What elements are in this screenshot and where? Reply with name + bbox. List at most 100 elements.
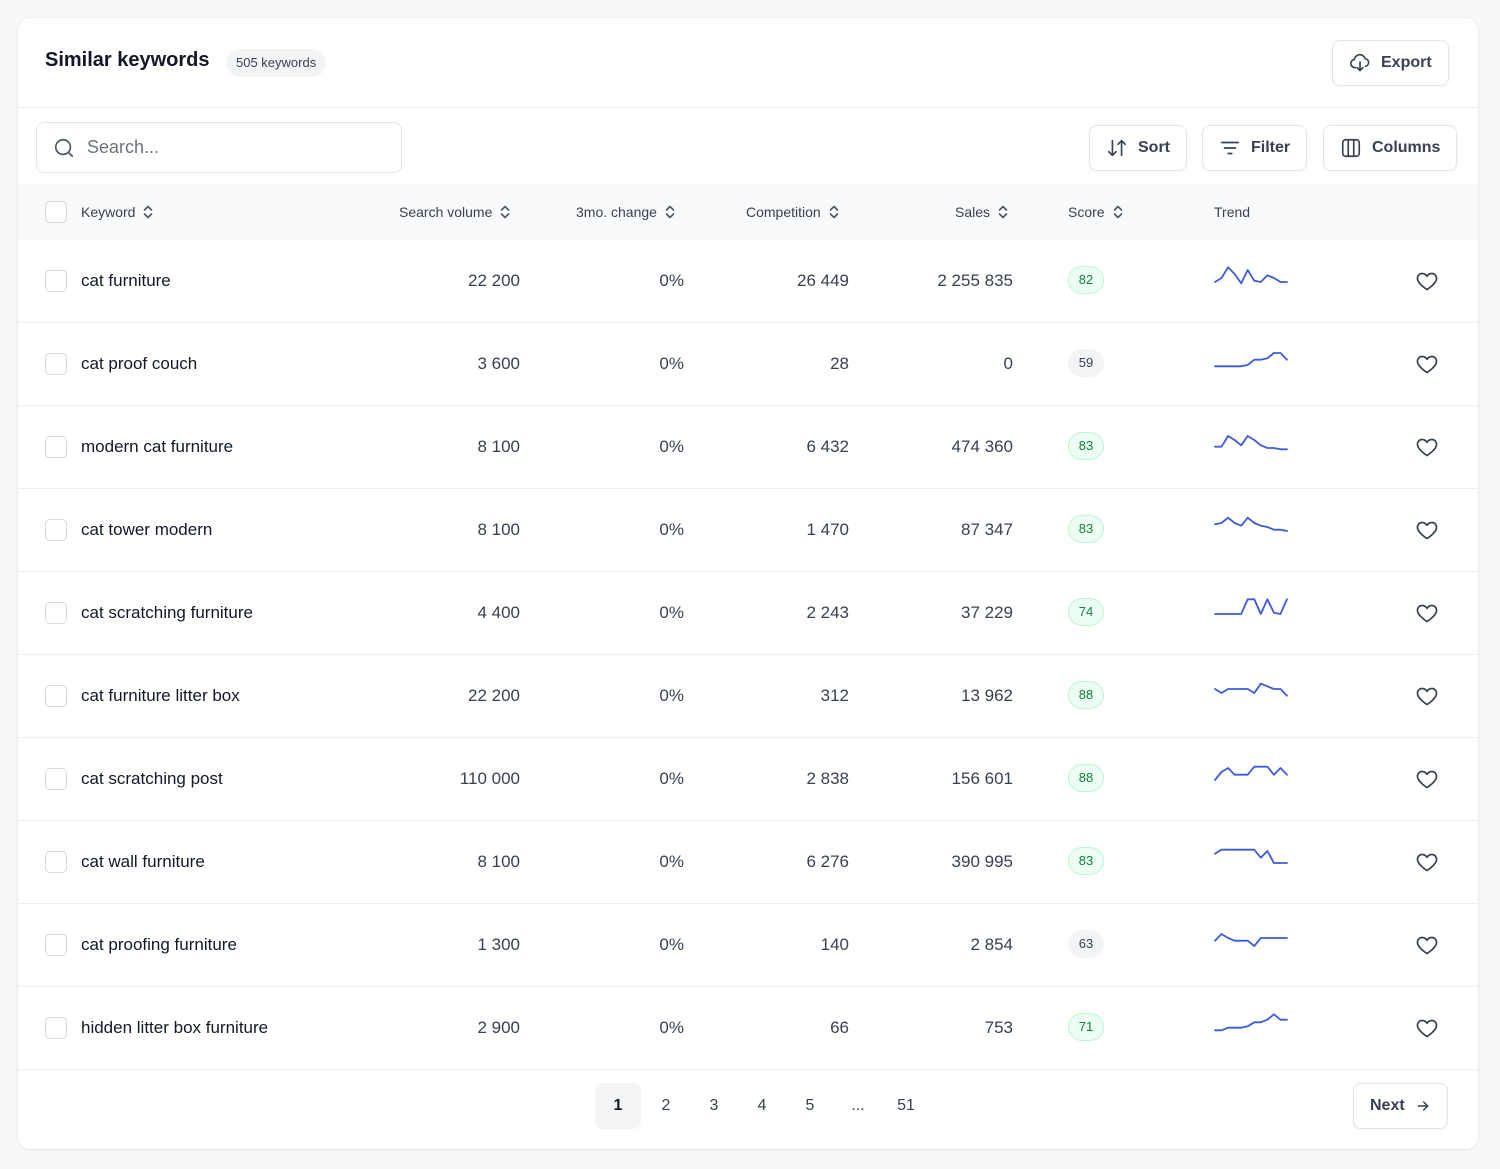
keyword-cell: cat proof couch — [81, 354, 198, 373]
column-header-competition[interactable]: Competition — [746, 184, 841, 240]
row-checkbox[interactable] — [45, 1017, 67, 1039]
table-row[interactable]: cat furniture 22 200 0% 26 449 2 255 835 82 — [18, 240, 1478, 323]
row-checkbox[interactable] — [45, 436, 67, 458]
sort-label: Sort — [1138, 139, 1170, 156]
trend-sparkline — [1214, 516, 1288, 532]
change-cell: 0% — [659, 520, 684, 539]
table-row[interactable]: cat proof couch 3 600 0% 28 0 59 — [18, 323, 1478, 406]
column-header-3mo-change[interactable]: 3mo. change — [576, 184, 677, 240]
trend-line — [1214, 352, 1288, 368]
score-badge: 83 — [1068, 515, 1104, 543]
trend-sparkline — [1214, 1013, 1288, 1032]
sales-cell: 2 255 835 — [937, 271, 1013, 290]
search-icon — [54, 138, 74, 157]
change-cell: 0% — [659, 437, 684, 456]
row-checkbox[interactable] — [45, 768, 67, 790]
search-volume-cell: 22 200 — [468, 271, 520, 290]
table-row[interactable]: cat wall furniture 8 100 0% 6 276 390 995 83 — [18, 821, 1478, 904]
search-input[interactable] — [87, 137, 377, 158]
favorite-heart-icon[interactable] — [1415, 601, 1439, 625]
page-button-4[interactable]: 4 — [757, 1097, 767, 1114]
cloud-download-icon — [1350, 53, 1370, 72]
column-label-3mo-change: 3mo. change — [576, 204, 657, 220]
score-badge: 82 — [1068, 266, 1104, 294]
search-input-wrapper[interactable] — [36, 122, 402, 173]
column-header-sales[interactable]: Sales — [955, 184, 1010, 240]
favorite-heart-icon[interactable] — [1415, 352, 1439, 376]
column-label-competition: Competition — [746, 204, 821, 220]
page-title: Similar keywords — [45, 49, 210, 71]
row-checkbox[interactable] — [45, 353, 67, 375]
change-cell: 0% — [659, 852, 684, 871]
page-button-1[interactable]: 1 — [595, 1083, 641, 1129]
table-row[interactable]: modern cat furniture 8 100 0% 6 432 474 360 8… — [18, 406, 1478, 489]
favorite-heart-icon[interactable] — [1415, 684, 1439, 708]
row-checkbox[interactable] — [45, 934, 67, 956]
favorite-heart-icon[interactable] — [1415, 435, 1439, 459]
page-button-3[interactable]: 3 — [709, 1097, 719, 1114]
page-button-5[interactable]: 5 — [805, 1097, 815, 1114]
row-checkbox[interactable] — [45, 685, 67, 707]
trend-sparkline — [1214, 933, 1288, 947]
change-cell: 0% — [659, 935, 684, 954]
row-checkbox[interactable] — [45, 519, 67, 541]
keyword-cell: cat wall furniture — [81, 852, 205, 871]
sort-chevrons-icon — [144, 205, 153, 219]
row-checkbox[interactable] — [45, 270, 67, 292]
filter-button[interactable]: Filter — [1202, 125, 1308, 171]
sales-cell: 0 — [1003, 354, 1013, 373]
keyword-cell: cat scratching post — [81, 769, 223, 788]
competition-cell: 6 276 — [806, 852, 849, 871]
favorite-heart-icon[interactable] — [1415, 933, 1439, 957]
columns-button[interactable]: Columns — [1323, 125, 1458, 171]
change-cell: 0% — [659, 686, 684, 705]
trend-sparkline — [1214, 848, 1288, 864]
trend-sparkline — [1214, 682, 1288, 697]
pagination-ellipsis: ... — [851, 1097, 865, 1114]
search-volume-cell: 4 400 — [477, 603, 520, 622]
table-row[interactable]: cat scratching furniture 4 400 0% 2 243 37 2… — [18, 572, 1478, 655]
score-badge: 83 — [1068, 432, 1104, 460]
search-volume-cell: 8 100 — [477, 520, 520, 539]
keyword-cell: cat furniture — [81, 271, 171, 290]
column-header-search-volume[interactable]: Search volume — [399, 184, 512, 240]
page-button-51[interactable]: 51 — [897, 1097, 915, 1114]
page-button-2[interactable]: 2 — [661, 1097, 671, 1114]
sales-cell: 390 995 — [951, 852, 1013, 871]
sort-chevrons-icon — [829, 205, 839, 219]
next-page-button[interactable]: Next — [1353, 1083, 1448, 1129]
favorite-heart-icon[interactable] — [1415, 1016, 1439, 1040]
column-header-keyword[interactable]: Keyword — [81, 184, 155, 240]
competition-cell: 28 — [830, 354, 849, 373]
favorite-heart-icon[interactable] — [1415, 850, 1439, 874]
favorite-heart-icon[interactable] — [1415, 767, 1439, 791]
table-row[interactable]: hidden litter box furniture 2 900 0% 66 753 7… — [18, 987, 1478, 1070]
row-checkbox[interactable] — [45, 851, 67, 873]
table-row[interactable]: cat scratching post 110 000 0% 2 838 156 601… — [18, 738, 1478, 821]
table-row[interactable]: cat proofing furniture 1 300 0% 140 2 854 63 — [18, 904, 1478, 987]
select-all-checkbox[interactable] — [45, 201, 67, 223]
row-checkbox[interactable] — [45, 602, 67, 624]
column-header-score[interactable]: Score — [1068, 184, 1125, 240]
score-badge: 59 — [1068, 349, 1104, 377]
keyword-cell: cat proofing furniture — [81, 935, 237, 954]
change-cell: 0% — [659, 271, 684, 290]
sort-chevrons-icon — [665, 205, 675, 219]
table-row[interactable]: cat furniture litter box 22 200 0% 312 13 96… — [18, 655, 1478, 738]
sales-cell: 37 229 — [961, 603, 1013, 622]
table-row[interactable]: cat tower modern 8 100 0% 1 470 87 347 83 — [18, 489, 1478, 572]
sort-chevrons-icon — [501, 205, 510, 219]
trend-line — [1214, 848, 1288, 864]
trend-line — [1214, 435, 1288, 451]
sort-button[interactable]: Sort — [1089, 125, 1187, 171]
pagination: Next 1 2 3 4 5... 51 — [18, 1068, 1478, 1149]
change-cell: 0% — [659, 603, 684, 622]
favorite-heart-icon[interactable] — [1415, 269, 1439, 293]
column-label-keyword: Keyword — [81, 204, 136, 220]
filter-label: Filter — [1251, 139, 1291, 156]
export-button[interactable]: Export — [1332, 40, 1449, 86]
columns-label: Columns — [1372, 139, 1441, 156]
sales-cell: 13 962 — [961, 686, 1013, 705]
search-volume-cell: 1 300 — [477, 935, 520, 954]
favorite-heart-icon[interactable] — [1415, 518, 1439, 542]
